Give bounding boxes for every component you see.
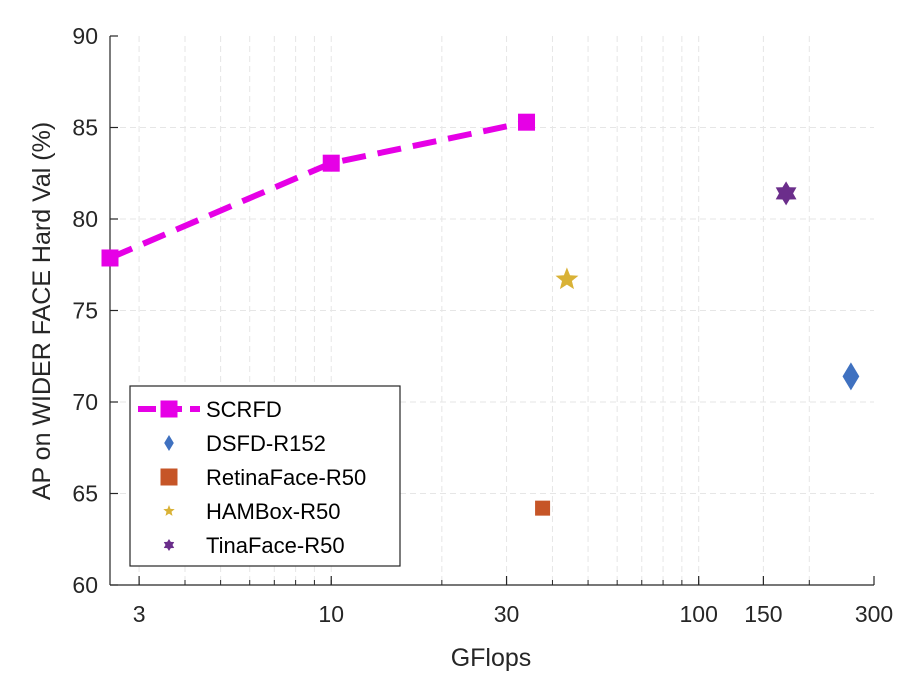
y-tick-label: 65 <box>72 481 98 507</box>
series-retinaface-r50 <box>535 500 551 516</box>
legend-marker <box>163 505 175 516</box>
legend-marker <box>163 539 175 551</box>
y-axis-title: AP on WIDER FACE Hard Val (%) <box>28 122 56 500</box>
y-tick-label: 85 <box>72 115 98 141</box>
series-hambox-r50 <box>555 267 579 290</box>
legend-label: RetinaFace-R50 <box>206 465 366 490</box>
legend-marker <box>164 435 174 451</box>
data-point <box>535 500 551 516</box>
grid <box>110 36 874 585</box>
axes <box>109 35 875 586</box>
series-tinaface-r50 <box>775 181 797 206</box>
data-point <box>842 362 860 391</box>
legend-marker <box>160 400 178 418</box>
legend-label: HAMBox-R50 <box>206 499 340 524</box>
y-tick-label: 75 <box>72 298 98 324</box>
data-point <box>101 249 119 267</box>
x-tick-label: 150 <box>744 601 782 627</box>
legend-entry: RetinaFace-R50 <box>160 465 366 490</box>
data-series <box>101 113 860 516</box>
y-tick-label: 70 <box>72 389 98 415</box>
data-point <box>775 181 797 206</box>
legend-label: SCRFD <box>206 397 282 422</box>
data-point <box>518 113 536 131</box>
x-tick-label: 3 <box>133 601 146 627</box>
x-tick-label: 100 <box>679 601 717 627</box>
legend-marker <box>160 468 178 486</box>
y-tick-label: 90 <box>72 23 98 49</box>
legend-entry: HAMBox-R50 <box>163 499 340 524</box>
data-point <box>555 267 579 290</box>
series-line <box>108 119 528 261</box>
legend-entry: SCRFD <box>138 397 282 422</box>
x-axis-title: GFlops <box>451 644 532 672</box>
x-tick-label: 10 <box>318 601 344 627</box>
y-tick-label: 80 <box>72 206 98 232</box>
series-scrfd <box>101 113 536 267</box>
legend-entry: TinaFace-R50 <box>163 533 345 558</box>
y-tick-label: 60 <box>72 572 98 598</box>
legend-label: DSFD-R152 <box>206 431 326 456</box>
legend: SCRFD DSFD-R152 RetinaFace-R50 HAMBox-R50 Ti… <box>129 385 401 567</box>
tick-labels: 60 65 70 75 80 85 90 3 10 30 100 150 300 <box>72 23 893 627</box>
data-point <box>322 154 340 172</box>
legend-label: TinaFace-R50 <box>206 533 345 558</box>
x-tick-label: 300 <box>855 601 893 627</box>
legend-entry: DSFD-R152 <box>164 431 326 456</box>
series-dsfd-r152 <box>842 362 860 391</box>
x-tick-label: 30 <box>494 601 520 627</box>
